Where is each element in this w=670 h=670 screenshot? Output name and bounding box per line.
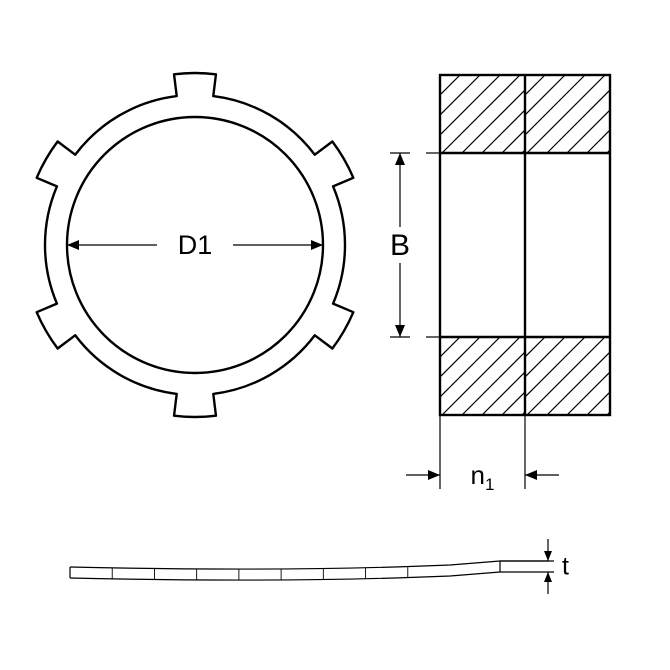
dim-label-d1: D1 — [178, 230, 213, 260]
ring-front-view: D1 — [37, 73, 354, 417]
dim-label-t: t — [562, 553, 569, 581]
engineering-drawing: D1 Bn1 t — [0, 0, 670, 670]
side-profile-view: t — [70, 539, 569, 594]
dim-label-b: B — [390, 229, 410, 262]
cross-section-view: Bn1 — [362, 75, 670, 494]
dim-label-n1: n1 — [471, 460, 495, 494]
